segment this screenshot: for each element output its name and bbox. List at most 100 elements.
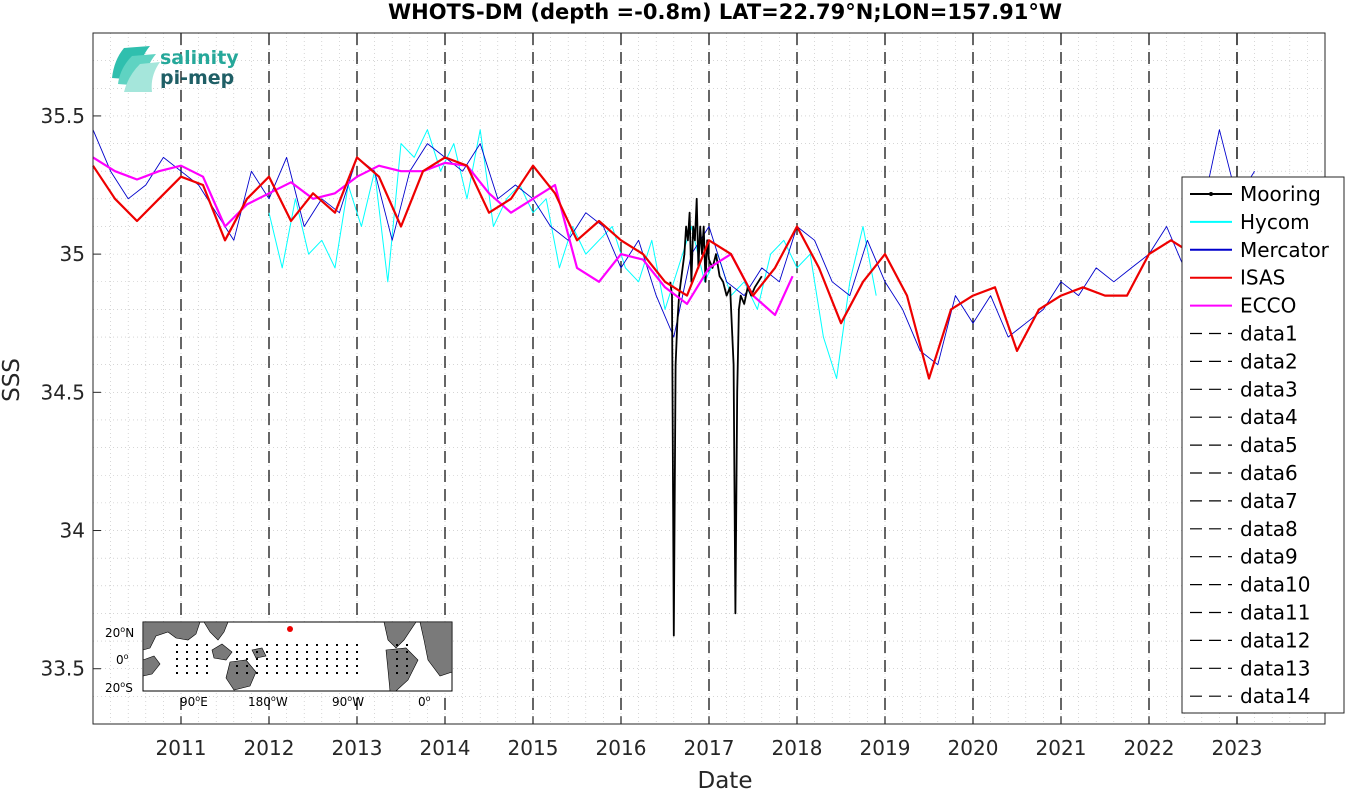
inset-station-dot xyxy=(206,651,208,653)
y-ticks: 33.5 34 34.5 35 35.5 xyxy=(40,104,101,681)
x-tick-label: 2011 xyxy=(156,736,207,760)
inset-station-dot xyxy=(276,658,278,660)
x-tick-label: 2022 xyxy=(1124,736,1175,760)
legend-label-data13: data13 xyxy=(1240,656,1311,680)
inset-station-dot xyxy=(316,672,318,674)
inset-station-dot xyxy=(286,665,288,667)
inset-station-dot xyxy=(296,651,298,653)
y-tick-label: 35.5 xyxy=(40,104,85,128)
inset-station-dot xyxy=(276,665,278,667)
inset-station-dot xyxy=(306,644,308,646)
legend-label-ecco: ECCO xyxy=(1240,294,1296,318)
inset-station-dot xyxy=(196,672,198,674)
inset-station-dot xyxy=(256,651,258,653)
inset-station-dot xyxy=(306,665,308,667)
x-tick-label: 2013 xyxy=(332,736,383,760)
legend-label-data10: data10 xyxy=(1240,573,1311,597)
inset-station-dot xyxy=(336,665,338,667)
inset-xtick-2: 180oW xyxy=(248,694,288,709)
x-tick-label: 2015 xyxy=(508,736,559,760)
inset-station-dot xyxy=(396,658,398,660)
inset-station-dot xyxy=(336,651,338,653)
inset-station-dot xyxy=(206,658,208,660)
inset-station-dot xyxy=(236,665,238,667)
inset-station-dot xyxy=(186,651,188,653)
inset-station-dot xyxy=(296,665,298,667)
legend-label-isas: ISAS xyxy=(1240,266,1285,290)
inset-station-dot xyxy=(236,651,238,653)
inset-map-land xyxy=(142,621,453,692)
inset-station-dot xyxy=(286,644,288,646)
inset-station-dot xyxy=(196,644,198,646)
logo-text-pimep: pi-mep xyxy=(160,67,234,89)
x-tick-label: 2014 xyxy=(420,736,471,760)
inset-station-dot xyxy=(236,658,238,660)
inset-ytick-1: 20oN xyxy=(105,625,134,640)
inset-station-dot xyxy=(266,651,268,653)
inset-station-dot xyxy=(266,665,268,667)
x-tick-label: 2017 xyxy=(684,736,735,760)
inset-station-dot xyxy=(406,672,408,674)
inset-station-dot xyxy=(356,672,358,674)
inset-station-dot xyxy=(246,651,248,653)
legend-marker-mooring xyxy=(1209,192,1213,196)
inset-map: 20oN 0o 20oS 90oE 180oW 90oW 0o xyxy=(105,621,453,709)
inset-station-dot xyxy=(296,658,298,660)
inset-station-dot xyxy=(206,672,208,674)
inset-station-dot xyxy=(336,672,338,674)
y-tick-label: 34 xyxy=(60,519,85,543)
y-tick-label: 35 xyxy=(60,242,85,266)
series-line-isas xyxy=(92,156,1234,380)
inset-station-dot xyxy=(196,665,198,667)
inset-station-dot xyxy=(406,644,408,646)
series-line-hycom xyxy=(268,129,877,379)
x-ticks: 2011 2012 2013 2014 2015 2016 2017 2018 2019 2020… xyxy=(156,716,1262,760)
inset-station-dot xyxy=(316,658,318,660)
legend-label-data7: data7 xyxy=(1240,489,1298,513)
inset-ytick-3: 20oS xyxy=(105,680,133,695)
inset-station-dot xyxy=(276,672,278,674)
inset-station-dot xyxy=(356,658,358,660)
inset-station-dot xyxy=(326,665,328,667)
legend-label-mercator: Mercator xyxy=(1240,238,1330,262)
inset-station-dot xyxy=(346,658,348,660)
legend-label-data2: data2 xyxy=(1240,349,1298,373)
series-line-mercator xyxy=(92,129,1255,366)
x-tick-label: 2020 xyxy=(948,736,999,760)
legend: Mooring Hycom Mercator ISAS ECCO data1 data2 da… xyxy=(1181,176,1345,714)
x-tick-label: 2018 xyxy=(772,736,823,760)
inset-station-dot xyxy=(356,665,358,667)
legend-label-data14: data14 xyxy=(1240,684,1311,708)
legend-label-data12: data12 xyxy=(1240,628,1311,652)
logo-text-salinity: salinity xyxy=(160,47,239,69)
y-tick-label: 33.5 xyxy=(40,657,85,681)
legend-label-data1: data1 xyxy=(1240,322,1298,346)
legend-label-data5: data5 xyxy=(1240,433,1298,457)
inset-station-dot xyxy=(406,658,408,660)
inset-station-dot xyxy=(396,672,398,674)
inset-station-dot xyxy=(316,644,318,646)
inset-station-dot xyxy=(296,672,298,674)
inset-station-dot xyxy=(346,644,348,646)
inset-station-dot xyxy=(346,672,348,674)
inset-station-dot xyxy=(306,651,308,653)
inset-station-dot xyxy=(186,644,188,646)
inset-station-dot xyxy=(286,651,288,653)
inset-station-dot xyxy=(246,644,248,646)
inset-station-dot xyxy=(296,644,298,646)
inset-map-location-marker xyxy=(287,626,293,632)
inset-station-dot xyxy=(316,651,318,653)
inset-ytick-2: 0o xyxy=(116,652,129,667)
inset-station-dot xyxy=(246,672,248,674)
inset-station-dot xyxy=(176,672,178,674)
inset-station-dot xyxy=(286,658,288,660)
inset-station-dot xyxy=(246,665,248,667)
inset-xtick-1: 90oE xyxy=(180,694,208,709)
x-tick-label: 2019 xyxy=(860,736,911,760)
inset-station-dot xyxy=(346,651,348,653)
inset-station-dot xyxy=(276,651,278,653)
inset-station-dot xyxy=(256,665,258,667)
inset-station-dot xyxy=(206,665,208,667)
inset-map-stations xyxy=(176,644,408,674)
inset-station-dot xyxy=(186,658,188,660)
